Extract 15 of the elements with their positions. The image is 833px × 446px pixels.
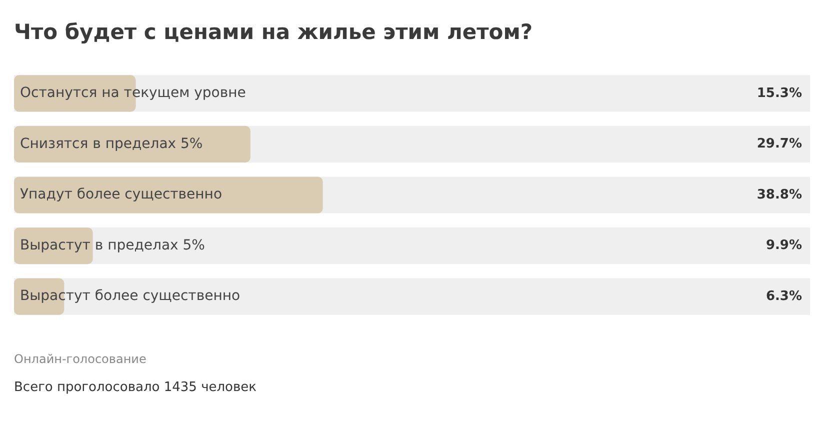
data-label: 6.3% — [766, 288, 802, 304]
data-label: 15.3% — [756, 86, 802, 101]
text: Всего проголосовало 1435 человек — [14, 380, 258, 395]
chart-title: Что будет с ценами на жилье этим летом? — [14, 20, 534, 44]
data-label: 29.7% — [756, 136, 802, 152]
y-tick-label: Вырастут более существенно — [20, 288, 240, 304]
y-tick-label: Снизятся в пределах 5% — [20, 136, 203, 152]
data-label: 38.8% — [756, 187, 802, 202]
y-tick-label: Останутся на текущем уровне — [20, 85, 246, 102]
text: Онлайн-голосование — [14, 352, 148, 366]
data-label: 9.9% — [766, 238, 802, 254]
bar — [14, 228, 93, 264]
y-tick-label: Упадут более существенно — [20, 186, 222, 203]
y-tick-label: Вырастут в пределах 5% — [20, 237, 205, 254]
bar — [14, 126, 250, 162]
